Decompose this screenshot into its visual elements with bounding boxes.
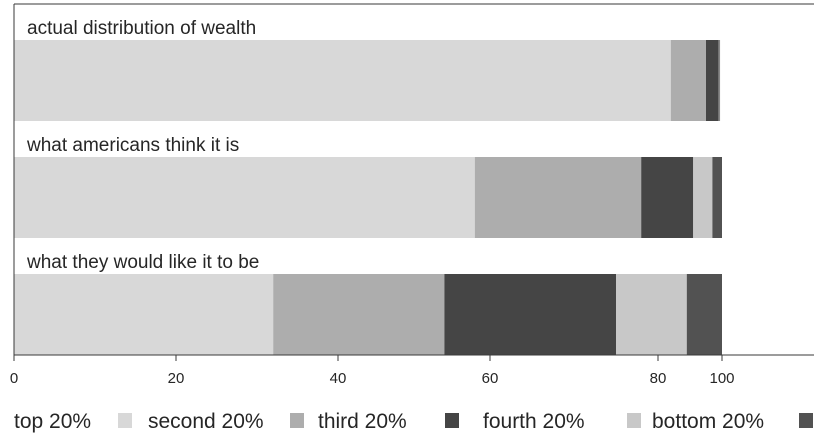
bar-what-americans-think-it-is-second-20 <box>474 157 642 238</box>
x-tick-label: 100 <box>709 370 734 387</box>
bar-what-they-would-like-it-to-be-top-20 <box>14 274 274 355</box>
bar-what-they-would-like-it-to-be-fourth-20 <box>616 274 687 355</box>
legend-swatch-fourth-20 <box>627 413 641 428</box>
x-tick-label: 20 <box>168 370 185 387</box>
legend-label-third-20: third 20% <box>318 410 407 433</box>
legend-swatch-second-20 <box>290 413 304 428</box>
x-tick-label: 60 <box>482 370 499 387</box>
x-tick-label: 80 <box>650 370 667 387</box>
bar-actual-distribution-of-wealth-second-20 <box>670 40 706 121</box>
legend-label-fourth-20: fourth 20% <box>483 410 585 433</box>
category-label: actual distribution of wealth <box>27 18 256 39</box>
category-labels: actual distribution of wealth what americ… <box>26 18 259 273</box>
bar-what-americans-think-it-is-bottom-20 <box>712 157 722 238</box>
x-axis-ticks: 0 20 40 60 80 100 <box>10 355 735 387</box>
legend-swatch-top-20 <box>118 413 132 428</box>
bar-what-americans-think-it-is-third-20 <box>641 157 694 238</box>
bar-what-they-would-like-it-to-be-bottom-20 <box>686 274 722 355</box>
bar-actual-distribution-of-wealth-fourth-20 <box>718 40 720 121</box>
bar-actual-distribution-of-wealth-top-20 <box>14 40 671 121</box>
legend-swatch-bottom-20 <box>799 413 813 428</box>
category-label: what they would like it to be <box>26 252 259 273</box>
bar-what-they-would-like-it-to-be-third-20 <box>444 274 616 355</box>
bar-actual-distribution-of-wealth-third-20 <box>706 40 719 121</box>
legend-label-top-20: top 20% <box>14 410 91 433</box>
bar-what-americans-think-it-is-fourth-20 <box>693 157 713 238</box>
bars-layer <box>14 40 722 355</box>
plot-frame <box>13 3 814 356</box>
x-tick-label: 40 <box>330 370 347 387</box>
bar-what-they-would-like-it-to-be-second-20 <box>273 274 445 355</box>
legend-label-second-20: second 20% <box>148 410 264 433</box>
x-tick-label: 0 <box>10 370 18 387</box>
legend-label-bottom-20: bottom 20% <box>652 410 764 433</box>
legend-swatch-third-20 <box>445 413 459 428</box>
bar-what-americans-think-it-is-top-20 <box>14 157 475 238</box>
category-label: what americans think it is <box>26 135 239 156</box>
legend: top 20% second 20% third 20% fourth 20% bott… <box>14 410 813 433</box>
bar-actual-distribution-of-wealth-bottom-20 <box>719 40 721 121</box>
